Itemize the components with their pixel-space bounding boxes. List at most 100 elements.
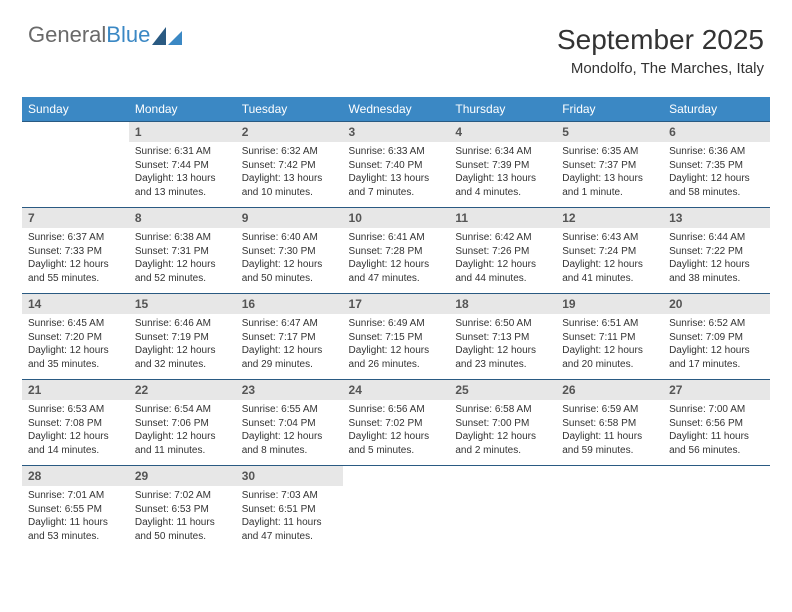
weekday-header: Saturday [663, 97, 770, 122]
day-content-cell: Sunrise: 6:42 AMSunset: 7:26 PMDaylight:… [449, 228, 556, 294]
day-content-cell: Sunrise: 7:03 AMSunset: 6:51 PMDaylight:… [236, 486, 343, 551]
day-content-cell [449, 486, 556, 551]
day-content-cell: Sunrise: 6:37 AMSunset: 7:33 PMDaylight:… [22, 228, 129, 294]
daylight-line: Daylight: 12 hours and 41 minutes. [562, 258, 657, 285]
sunset-line: Sunset: 7:06 PM [135, 417, 230, 431]
daylight-line: Daylight: 13 hours and 4 minutes. [455, 172, 550, 199]
sunrise-line: Sunrise: 6:46 AM [135, 317, 230, 331]
sunset-line: Sunset: 7:44 PM [135, 159, 230, 173]
day-content-cell: Sunrise: 6:53 AMSunset: 7:08 PMDaylight:… [22, 400, 129, 466]
day-number-cell: 10 [343, 208, 450, 229]
day-number-cell: 30 [236, 466, 343, 487]
sunrise-line: Sunrise: 6:32 AM [242, 145, 337, 159]
day-content-cell: Sunrise: 6:54 AMSunset: 7:06 PMDaylight:… [129, 400, 236, 466]
sunrise-line: Sunrise: 6:55 AM [242, 403, 337, 417]
day-number-cell: 24 [343, 380, 450, 401]
calendar-table: SundayMondayTuesdayWednesdayThursdayFrid… [22, 97, 770, 551]
sunset-line: Sunset: 7:11 PM [562, 331, 657, 345]
day-number-cell [556, 466, 663, 487]
sunrise-line: Sunrise: 6:40 AM [242, 231, 337, 245]
day-number-cell: 23 [236, 380, 343, 401]
sunset-line: Sunset: 7:15 PM [349, 331, 444, 345]
day-number-row: 282930 [22, 466, 770, 487]
weekday-header: Monday [129, 97, 236, 122]
day-content-cell [556, 486, 663, 551]
sunset-line: Sunset: 7:20 PM [28, 331, 123, 345]
sunrise-line: Sunrise: 6:38 AM [135, 231, 230, 245]
day-content-cell: Sunrise: 6:55 AMSunset: 7:04 PMDaylight:… [236, 400, 343, 466]
sunset-line: Sunset: 7:24 PM [562, 245, 657, 259]
day-content-cell: Sunrise: 6:31 AMSunset: 7:44 PMDaylight:… [129, 142, 236, 208]
day-content-cell: Sunrise: 6:51 AMSunset: 7:11 PMDaylight:… [556, 314, 663, 380]
sunrise-line: Sunrise: 6:56 AM [349, 403, 444, 417]
sunrise-line: Sunrise: 6:37 AM [28, 231, 123, 245]
day-content-cell: Sunrise: 6:56 AMSunset: 7:02 PMDaylight:… [343, 400, 450, 466]
day-content-cell: Sunrise: 6:59 AMSunset: 6:58 PMDaylight:… [556, 400, 663, 466]
daylight-line: Daylight: 12 hours and 32 minutes. [135, 344, 230, 371]
sunset-line: Sunset: 7:42 PM [242, 159, 337, 173]
sunset-line: Sunset: 6:51 PM [242, 503, 337, 517]
day-number-cell: 7 [22, 208, 129, 229]
sunset-line: Sunset: 7:30 PM [242, 245, 337, 259]
sunrise-line: Sunrise: 6:45 AM [28, 317, 123, 331]
daylight-line: Daylight: 12 hours and 58 minutes. [669, 172, 764, 199]
day-number-cell: 3 [343, 122, 450, 143]
day-number-row: 78910111213 [22, 208, 770, 229]
day-content-cell: Sunrise: 6:33 AMSunset: 7:40 PMDaylight:… [343, 142, 450, 208]
logo-text-1: General [28, 24, 106, 46]
day-content-cell: Sunrise: 6:43 AMSunset: 7:24 PMDaylight:… [556, 228, 663, 294]
sunset-line: Sunset: 7:09 PM [669, 331, 764, 345]
daylight-line: Daylight: 12 hours and 55 minutes. [28, 258, 123, 285]
sunrise-line: Sunrise: 6:43 AM [562, 231, 657, 245]
sunrise-line: Sunrise: 6:50 AM [455, 317, 550, 331]
day-content-row: Sunrise: 6:31 AMSunset: 7:44 PM Daylight:… [22, 142, 770, 208]
sunset-line: Sunset: 7:33 PM [28, 245, 123, 259]
sunrise-line: Sunrise: 6:31 AM [135, 145, 230, 159]
day-content-cell: Sunrise: 6:58 AMSunset: 7:00 PMDaylight:… [449, 400, 556, 466]
day-number-row: 21222324252627 [22, 380, 770, 401]
day-number-cell: 14 [22, 294, 129, 315]
sunrise-line: Sunrise: 6:44 AM [669, 231, 764, 245]
sunset-line: Sunset: 7:40 PM [349, 159, 444, 173]
day-number-cell: 16 [236, 294, 343, 315]
day-number-cell: 17 [343, 294, 450, 315]
day-number-row: 123456 [22, 122, 770, 143]
day-content-cell: Sunrise: 6:50 AMSunset: 7:13 PMDaylight:… [449, 314, 556, 380]
sunrise-line: Sunrise: 6:36 AM [669, 145, 764, 159]
sunset-line: Sunset: 7:13 PM [455, 331, 550, 345]
day-content-cell [22, 142, 129, 208]
day-number-row: 14151617181920 [22, 294, 770, 315]
day-number-cell: 2 [236, 122, 343, 143]
sunrise-line: Sunrise: 6:58 AM [455, 403, 550, 417]
sunrise-line: Sunrise: 6:35 AM [562, 145, 657, 159]
day-content-cell: Sunrise: 6:41 AMSunset: 7:28 PMDaylight:… [343, 228, 450, 294]
weekday-header: Tuesday [236, 97, 343, 122]
day-number-cell: 13 [663, 208, 770, 229]
daylight-line: Daylight: 12 hours and 17 minutes. [669, 344, 764, 371]
daylight-line: Daylight: 12 hours and 20 minutes. [562, 344, 657, 371]
day-number-cell: 8 [129, 208, 236, 229]
daylight-line: Daylight: 11 hours and 53 minutes. [28, 516, 123, 543]
sunset-line: Sunset: 7:17 PM [242, 331, 337, 345]
daylight-line: Daylight: 11 hours and 56 minutes. [669, 430, 764, 457]
sunset-line: Sunset: 7:02 PM [349, 417, 444, 431]
sunrise-line: Sunrise: 6:42 AM [455, 231, 550, 245]
day-number-cell: 5 [556, 122, 663, 143]
day-number-cell: 22 [129, 380, 236, 401]
day-content-cell: Sunrise: 6:49 AMSunset: 7:15 PMDaylight:… [343, 314, 450, 380]
daylight-line: Daylight: 12 hours and 23 minutes. [455, 344, 550, 371]
day-number-cell: 21 [22, 380, 129, 401]
sunrise-line: Sunrise: 7:03 AM [242, 489, 337, 503]
title-block: September 2025 Mondolfo, The Marches, It… [557, 24, 764, 77]
day-number-cell: 1 [129, 122, 236, 143]
day-number-cell: 15 [129, 294, 236, 315]
day-content-cell: Sunrise: 7:01 AMSunset: 6:55 PMDaylight:… [22, 486, 129, 551]
day-number-cell: 18 [449, 294, 556, 315]
day-number-cell [663, 466, 770, 487]
daylight-line: Daylight: 11 hours and 59 minutes. [562, 430, 657, 457]
weekday-header-row: SundayMondayTuesdayWednesdayThursdayFrid… [22, 97, 770, 122]
day-number-cell: 25 [449, 380, 556, 401]
weekday-header: Friday [556, 97, 663, 122]
daylight-line: Daylight: 13 hours and 10 minutes. [242, 172, 337, 199]
day-content-cell [343, 486, 450, 551]
